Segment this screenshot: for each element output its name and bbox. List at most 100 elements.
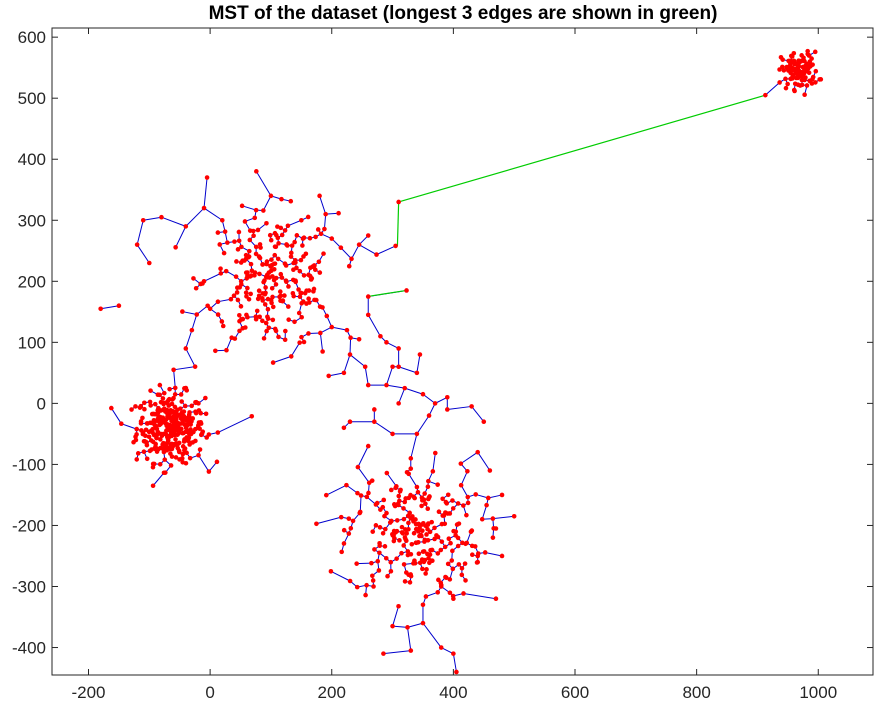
data-point (362, 364, 368, 370)
data-point (316, 259, 322, 265)
data-point (458, 461, 464, 466)
data-point (781, 68, 787, 73)
data-point (338, 514, 344, 520)
y-tick-label: 400 (18, 150, 46, 169)
data-point (365, 443, 371, 449)
data-point (172, 385, 178, 391)
data-point (444, 394, 450, 400)
data-point (364, 494, 370, 500)
data-point (355, 490, 360, 496)
data-point (384, 470, 390, 476)
data-point (448, 540, 453, 546)
data-point (278, 271, 284, 277)
mst-edge (392, 606, 400, 627)
data-point (166, 397, 171, 403)
data-point (169, 401, 175, 407)
mst-edge (383, 650, 411, 655)
data-point (320, 349, 325, 354)
data-point (168, 442, 174, 447)
data-point (154, 433, 160, 438)
data-point (239, 244, 244, 250)
data-point (438, 645, 444, 650)
data-point (153, 446, 159, 452)
data-point (318, 231, 324, 237)
data-point (420, 528, 425, 533)
data-point (339, 549, 344, 555)
mst-edge (203, 207, 223, 221)
data-point (215, 230, 221, 235)
data-point (454, 522, 460, 527)
data-point (218, 266, 223, 271)
data-point (458, 482, 464, 488)
data-point (180, 309, 185, 314)
data-point (432, 525, 437, 531)
data-point (432, 450, 438, 456)
data-point (490, 535, 496, 540)
data-point (217, 242, 223, 247)
data-point (119, 421, 124, 427)
data-point (317, 270, 323, 275)
data-point (364, 582, 369, 588)
data-point (795, 82, 801, 88)
data-point (297, 268, 303, 274)
data-point (411, 530, 417, 536)
data-point (323, 492, 329, 498)
data-point (171, 367, 176, 373)
mst-edge (185, 207, 205, 227)
data-point (220, 323, 226, 329)
data-point (371, 584, 376, 589)
data-point (288, 354, 294, 359)
data-point (381, 651, 386, 656)
data-point (455, 535, 461, 541)
data-point (443, 510, 448, 515)
data-point (444, 501, 450, 506)
data-point (172, 413, 177, 419)
data-point (231, 293, 237, 299)
data-point (313, 234, 318, 240)
data-point (116, 303, 122, 309)
data-point (365, 312, 371, 318)
mst-edge (407, 622, 424, 628)
data-point (377, 525, 383, 530)
data-point (317, 304, 323, 309)
mst-edge (136, 244, 150, 264)
data-point (169, 433, 174, 439)
data-point (804, 83, 810, 88)
data-point (791, 87, 797, 93)
mst-edge (374, 421, 393, 435)
data-point (169, 446, 175, 452)
mst-edge (175, 226, 187, 248)
mst-edge (182, 311, 197, 315)
data-point (396, 603, 401, 609)
mst-edge (386, 384, 405, 389)
data-point (301, 273, 307, 278)
data-point (198, 410, 204, 416)
data-point (265, 314, 270, 320)
y-tick-label: -400 (12, 639, 46, 658)
data-point (162, 457, 168, 462)
data-point (374, 252, 379, 257)
data-point (289, 243, 295, 248)
data-point (268, 237, 274, 243)
mst-edge (404, 387, 424, 395)
data-point (271, 277, 277, 283)
data-point (390, 364, 395, 370)
data-point (417, 533, 422, 539)
data-point (338, 245, 344, 251)
data-point (328, 569, 334, 574)
data-point (404, 469, 410, 475)
data-point (422, 491, 427, 496)
mst-edge (422, 393, 436, 404)
mst-edge (351, 244, 360, 260)
data-point (307, 300, 312, 305)
data-point (777, 80, 782, 85)
data-point (425, 526, 430, 532)
data-point (279, 196, 284, 202)
data-point (472, 544, 478, 549)
data-point (413, 540, 419, 545)
data-point (264, 328, 269, 334)
data-point (382, 526, 388, 532)
data-point (311, 286, 317, 292)
data-point (183, 460, 189, 466)
data-point (436, 577, 441, 583)
